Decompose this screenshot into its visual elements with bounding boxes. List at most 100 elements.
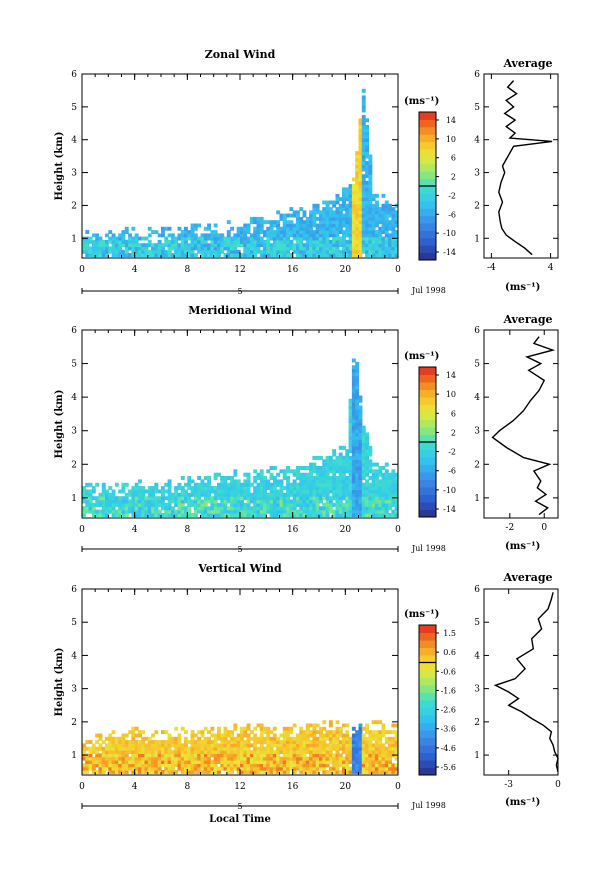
heatmap-cell	[167, 736, 172, 741]
heatmap-cell	[371, 506, 376, 511]
heatmap-cell	[351, 365, 356, 370]
heatmap-cell	[147, 743, 152, 748]
heatmap-cell	[355, 213, 360, 218]
heatmap-cell	[213, 249, 218, 254]
heatmap-cell	[375, 236, 379, 241]
average-y-tick-label: 3	[474, 427, 480, 437]
heatmap-cell	[394, 746, 398, 751]
heatmap-cell	[197, 489, 202, 494]
heatmap-cell	[361, 124, 366, 129]
heatmap-cell	[276, 233, 281, 238]
heatmap-cell	[289, 756, 294, 761]
heatmap-cell	[272, 506, 277, 511]
heatmap-cell	[220, 736, 225, 741]
heatmap-cell	[226, 486, 231, 491]
heatmap-cell	[371, 479, 376, 484]
heatmap-cell	[351, 452, 356, 457]
heatmap-cell	[348, 743, 353, 748]
heatmap-cell	[348, 432, 353, 437]
heatmap-cell	[220, 740, 225, 744]
heatmap-cell	[187, 253, 192, 257]
heatmap-cell	[296, 216, 300, 221]
heatmap-cell	[230, 502, 234, 507]
heatmap-cell	[230, 236, 234, 241]
heatmap-cell	[105, 743, 109, 748]
heatmap-cell	[315, 253, 320, 257]
heatmap-cell	[246, 733, 251, 738]
heatmap-cell	[325, 506, 330, 511]
heatmap-cell	[371, 486, 376, 491]
heatmap-cell	[312, 243, 317, 248]
heatmap-cell	[203, 736, 208, 741]
heatmap-cell	[256, 513, 261, 517]
heatmap-cell	[381, 743, 386, 748]
heatmap-cell	[98, 746, 103, 751]
heatmap-cell	[154, 753, 159, 758]
heatmap-cell	[269, 243, 274, 248]
heatmap-cell	[154, 746, 159, 751]
heatmap-cell	[174, 489, 179, 494]
heatmap-cell	[151, 740, 155, 744]
heatmap-cell	[345, 246, 350, 251]
heatmap-cell	[338, 756, 343, 761]
heatmap-cell	[226, 509, 231, 514]
heatmap-cell	[233, 726, 238, 731]
y-tick-label: 1	[71, 234, 77, 244]
heatmap-cell	[197, 243, 202, 248]
heatmap-cell	[243, 472, 248, 477]
y-tick-label: 4	[71, 651, 77, 661]
heatmap-cell	[361, 506, 366, 511]
heatmap-cell	[82, 766, 86, 771]
heatmap-cell	[384, 509, 389, 514]
heatmap-cell	[355, 203, 360, 208]
heatmap-cell	[259, 492, 264, 497]
heatmap-cell	[361, 496, 366, 501]
heatmap-cell	[338, 499, 343, 504]
heatmap-cell	[91, 770, 96, 774]
heatmap-cell	[302, 733, 307, 738]
heatmap-cell	[213, 230, 218, 234]
heatmap-cell	[338, 479, 343, 484]
heatmap-cell	[371, 236, 376, 241]
heatmap-cell	[88, 756, 93, 761]
heatmap-cell	[302, 479, 307, 484]
heatmap-cell	[322, 506, 327, 511]
heatmap-cell	[332, 233, 337, 238]
heatmap-cell	[384, 760, 389, 764]
heatmap-cell	[348, 736, 353, 741]
heatmap-cell	[299, 730, 304, 735]
heatmap-cell	[167, 482, 172, 487]
colorbar-band	[419, 215, 436, 224]
heatmap-cell	[134, 750, 139, 754]
heatmap-cell	[180, 756, 185, 761]
heatmap-cell	[299, 236, 304, 241]
heatmap-cell	[312, 753, 317, 758]
heatmap-cell	[207, 476, 211, 480]
heatmap-cell	[279, 492, 284, 497]
heatmap-cell	[325, 455, 330, 460]
heatmap-cell	[368, 459, 373, 464]
heatmap-cell	[279, 233, 284, 238]
heatmap-cell	[355, 154, 360, 159]
heatmap-cell	[236, 743, 241, 748]
heatmap-cell	[164, 730, 169, 735]
heatmap-cell	[322, 479, 327, 484]
heatmap-cell	[187, 766, 192, 771]
heatmap-cell	[309, 482, 313, 487]
heatmap-cell	[259, 746, 264, 751]
heatmap-cell	[319, 466, 323, 470]
heatmap-cell	[332, 213, 337, 218]
heatmap-cell	[358, 502, 363, 507]
heatmap-cell	[253, 249, 258, 254]
heatmap-cell	[154, 730, 159, 735]
heatmap-cell	[312, 509, 317, 514]
heatmap-cell	[213, 486, 218, 491]
heatmap-cell	[200, 236, 205, 241]
colorbar-tick-label: -14	[443, 248, 456, 257]
heatmap-cell	[348, 455, 353, 460]
heatmap-cell	[282, 740, 287, 744]
heatmap-cell	[263, 506, 267, 511]
heatmap-cell	[217, 489, 221, 494]
heatmap-cell	[388, 492, 392, 497]
heatmap-cell	[233, 736, 238, 741]
